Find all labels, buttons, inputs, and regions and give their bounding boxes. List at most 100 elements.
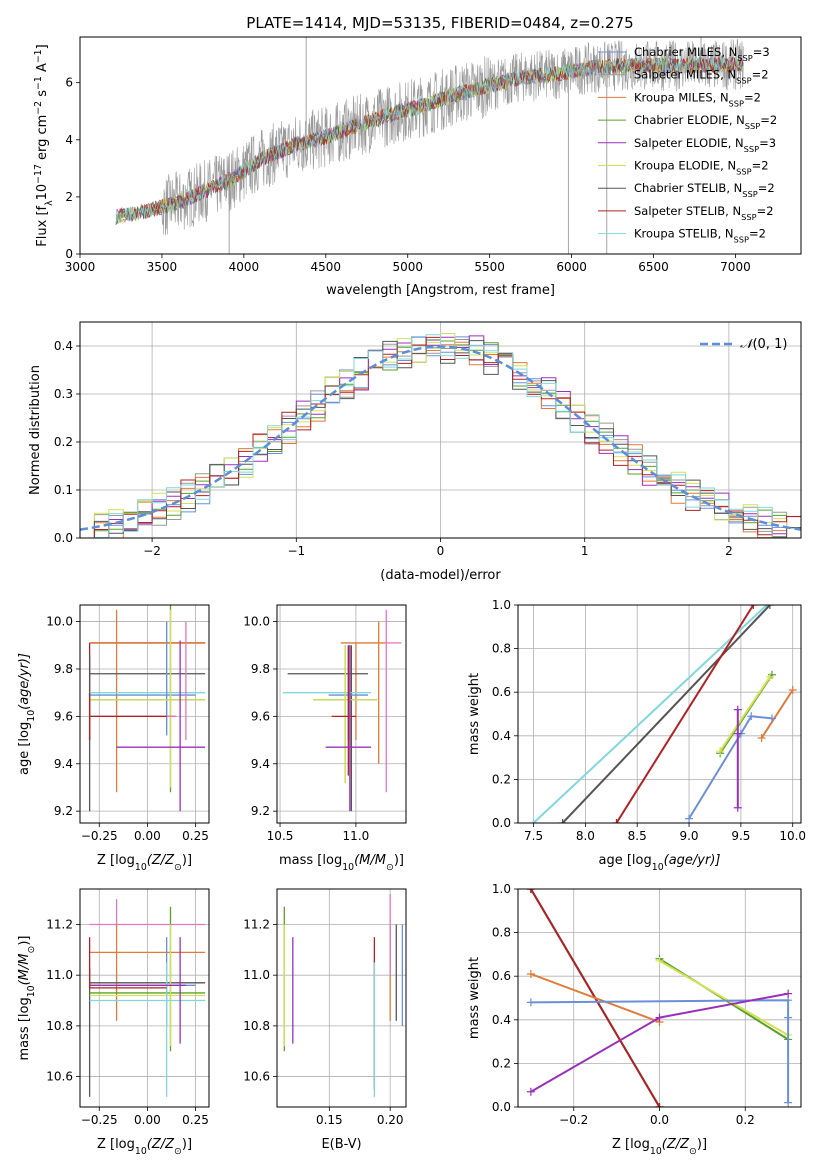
y-tick-label: 9.6 xyxy=(54,709,73,723)
error-bars xyxy=(88,605,206,812)
x-tick-label: 1 xyxy=(581,544,589,558)
legend: Chabrier MILES, NSSP=3 Salpeter MILES, NS… xyxy=(598,45,777,245)
x-tick-label: 5500 xyxy=(474,260,505,274)
weight-marker xyxy=(765,672,774,681)
weight-marker xyxy=(655,1013,664,1022)
x-tick-label: 2 xyxy=(725,544,733,558)
x-tick-label: 7.5 xyxy=(524,829,543,843)
x-tick-label: 10.0 xyxy=(779,829,806,843)
label-part: 10 xyxy=(135,1146,147,1157)
y-tick-label: 9.4 xyxy=(54,757,73,771)
y-tick-label: 11.2 xyxy=(46,917,73,931)
label-part: SSP xyxy=(742,189,757,199)
normal-distribution-curve xyxy=(80,345,801,531)
label-part: 10 xyxy=(652,862,664,873)
x-tick-label: 11.0 xyxy=(343,829,370,843)
x-tick-label: −1 xyxy=(287,544,305,558)
figure-title: PLATE=1414, MJD=53135, FIBERID=0484, z=0… xyxy=(246,14,633,32)
y-tick-label: 11.0 xyxy=(243,968,270,982)
legend-entry: Salpeter MILES, NSSP=2 xyxy=(634,68,769,86)
weight-marker xyxy=(612,819,621,823)
y-axis-label: mass weight xyxy=(467,957,482,1039)
y-tick-label: 1.0 xyxy=(492,598,511,612)
y-tick-label: 10.6 xyxy=(243,1070,270,1084)
weight-marker xyxy=(529,819,538,823)
x-axis-label: mass [log10(M/M⊙)] xyxy=(279,853,404,873)
label-part: =2 xyxy=(749,227,766,241)
x-tick-label: 4500 xyxy=(311,260,342,274)
weight-line xyxy=(688,715,773,820)
y-tick-label: 0 xyxy=(65,247,73,261)
y-tick-label: 4 xyxy=(65,133,73,147)
y-tick-label: 0.1 xyxy=(54,483,73,497)
label-part: =2 xyxy=(758,181,775,195)
y-tick-label: 10.8 xyxy=(46,1019,73,1033)
label-part: Salpeter STELIB, N xyxy=(634,204,741,218)
label-part: Z [log xyxy=(97,1137,135,1152)
x-axis-label: (data-model)/error xyxy=(380,568,501,583)
y-tick-label: 0.0 xyxy=(54,531,73,545)
y-tick-label: 0.2 xyxy=(492,772,511,786)
axes-frame xyxy=(79,36,802,255)
y-tick-label: 10.6 xyxy=(46,1070,73,1084)
legend-entry: 𝒩(0, 1) xyxy=(740,337,787,352)
label-part: 10 xyxy=(342,862,354,873)
age-vs-Z-panel: −0.25 0.00 0.259.29.49.69.810.0Z [log10(Z/… xyxy=(17,604,210,873)
y-axis-label: age [log10(age/yr)] xyxy=(17,653,37,775)
axes-frame xyxy=(517,604,802,824)
weight-marker xyxy=(788,686,797,695)
weight-marker xyxy=(747,712,756,721)
label-part: )] xyxy=(17,936,32,946)
x-tick-label: −0.2 xyxy=(559,1113,588,1127)
y-tick-label: 11.0 xyxy=(46,968,73,982)
y-axis-label: mass weight xyxy=(467,673,482,755)
weight-marker xyxy=(733,705,742,714)
label-part: (Z/Z xyxy=(147,1137,175,1152)
label-part: (age/yr)] xyxy=(664,853,721,868)
model-spectrum-line xyxy=(115,56,744,225)
x-tick-label: 0.25 xyxy=(182,829,209,843)
x-tick-label: 8.5 xyxy=(628,829,647,843)
x-tick-label: 0.00 xyxy=(134,829,161,843)
axes-frame xyxy=(79,604,210,824)
legend-entry: Chabrier MILES, NSSP=3 xyxy=(634,45,770,63)
weight-line xyxy=(719,676,771,752)
y-tick-label: 0.0 xyxy=(492,816,511,830)
weight-marker xyxy=(765,605,774,609)
x-axis-label: E(B-V) xyxy=(321,1137,361,1152)
weight-line xyxy=(615,605,755,823)
y-tick-label: 10.0 xyxy=(46,615,73,629)
weight-marker xyxy=(733,803,742,812)
label-part: ⊙ xyxy=(174,862,182,873)
label-part: 10 xyxy=(35,184,50,201)
x-tick-label: 10.5 xyxy=(267,829,294,843)
y-tick-label: 11.2 xyxy=(243,917,270,931)
panels: 3000 3500 4000 4500 5000 5500 6000 6500 7000 0 2 4 6… xyxy=(17,36,806,1157)
weight-marker xyxy=(526,998,535,1007)
mass-weight-vs-age-panel: 7.5 8.0 8.5 9.0 9.5 10.0 0.0 0.2 0.4 0.6 0.8 1.0 age… xyxy=(467,598,806,873)
label-part: =2 xyxy=(757,204,774,218)
label-part: 10 xyxy=(135,862,147,873)
y-axis-label: Flux [fλ10−17 erg cm−2 s−1 A−1] xyxy=(33,44,55,246)
label-part: SSP xyxy=(729,98,744,108)
error-bars xyxy=(283,609,402,812)
weight-marker xyxy=(526,1087,535,1096)
y-tick-label: 0.0 xyxy=(492,1100,511,1114)
x-tick-label: 9.0 xyxy=(679,829,698,843)
x-tick-label: 0.15 xyxy=(316,1113,343,1127)
y-tick-label: 0.4 xyxy=(54,339,73,353)
x-tick-label: 0.20 xyxy=(377,1113,404,1127)
weight-line xyxy=(530,999,790,1103)
x-tick-label: 0 xyxy=(437,544,445,558)
axes-frame xyxy=(79,321,802,539)
label-part: (0, 1) xyxy=(752,337,787,352)
label-part: 10 xyxy=(26,985,37,997)
label-part: mass [log xyxy=(17,997,32,1060)
label-part: s xyxy=(35,90,50,101)
y-tick-label: 0.6 xyxy=(492,969,511,983)
x-tick-label: 5000 xyxy=(392,260,423,274)
label-part: =3 xyxy=(753,45,770,59)
label-part: Flux [f xyxy=(35,205,50,246)
